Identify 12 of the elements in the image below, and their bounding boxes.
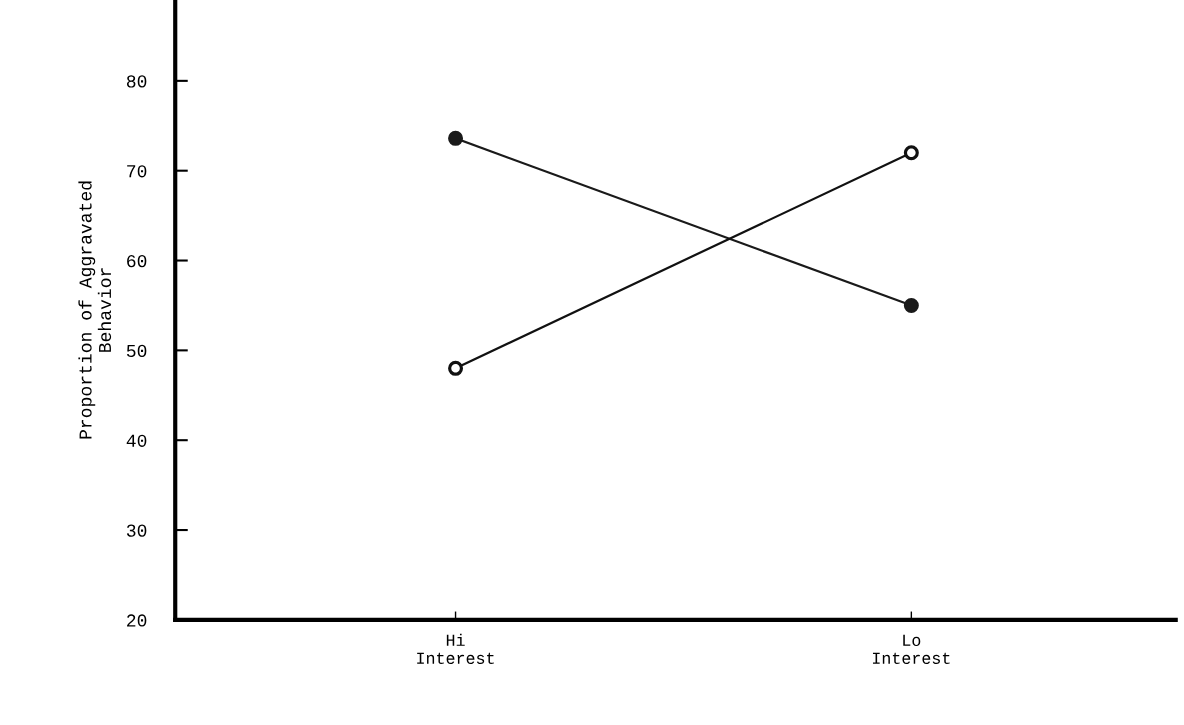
x-tick-label: Lo Interest bbox=[872, 634, 950, 664]
y-tick-label: 70 bbox=[127, 165, 147, 178]
y-tick-label: 80 bbox=[126, 75, 147, 88]
y-tick-label: 50 bbox=[126, 344, 147, 358]
y-tick-label: 40 bbox=[126, 434, 147, 447]
y-tick-label: 20 bbox=[127, 614, 147, 627]
y-tick-label: 30 bbox=[126, 524, 147, 537]
y-axis-title: Proportion of Aggravated Behavior bbox=[78, 181, 112, 439]
point bbox=[903, 297, 919, 313]
point bbox=[448, 130, 464, 146]
x-tick-label: Hi Interest bbox=[417, 633, 494, 664]
y-tick-label: 60 bbox=[127, 254, 147, 268]
